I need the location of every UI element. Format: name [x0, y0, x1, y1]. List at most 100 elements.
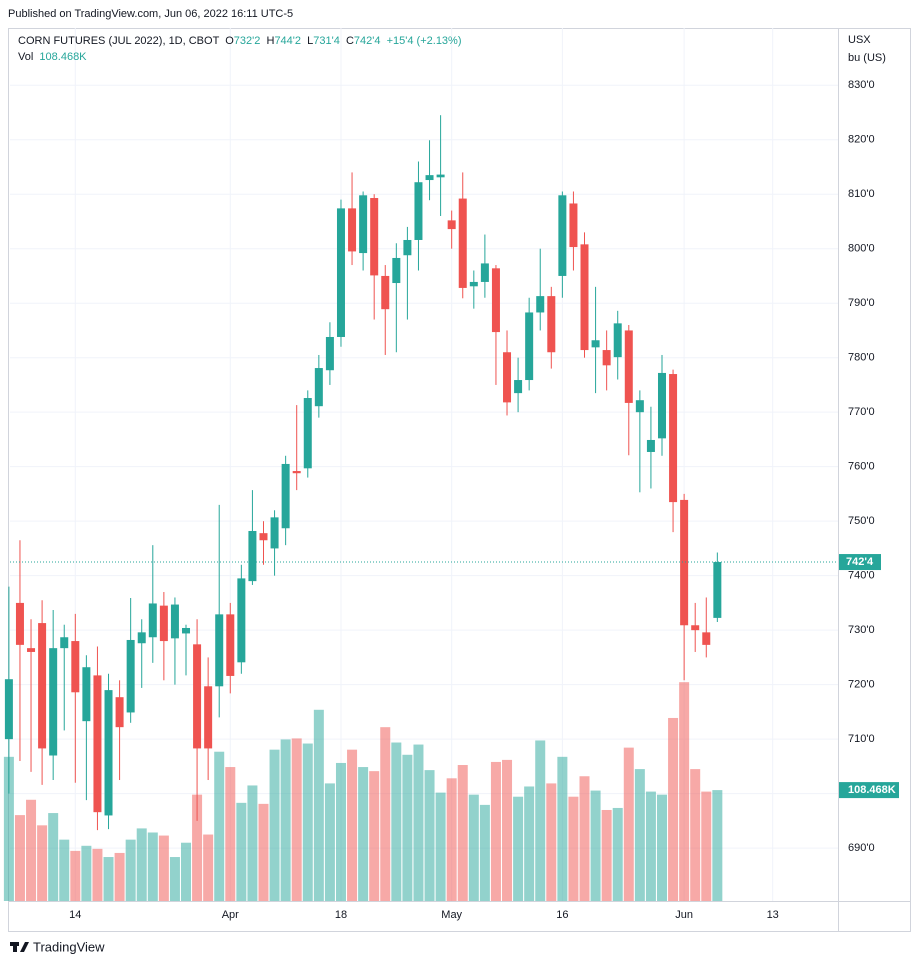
legend-line: CORN FUTURES (JUL 2022), 1D, CBOT O732'2…	[18, 35, 462, 47]
candle-body	[303, 398, 312, 469]
candle-body	[646, 439, 655, 452]
change: +15'4 (+2.13%)	[386, 35, 462, 47]
volume-bar	[579, 776, 590, 901]
last-price-badge	[839, 554, 881, 571]
y-tick-label: 740'0	[848, 570, 875, 582]
y-tick-label: 830'0	[848, 79, 875, 91]
candle-body	[38, 623, 47, 749]
ohlc-value: 742'4	[353, 35, 381, 47]
candle-body	[336, 208, 345, 337]
x-tick-label: 18	[335, 909, 347, 921]
volume-bar	[192, 794, 203, 901]
last-price-label: 742'4	[846, 556, 874, 568]
volume-bar	[369, 771, 380, 901]
candle-body	[613, 323, 622, 358]
y-tick-label: 790'0	[848, 297, 875, 309]
volume-bar	[402, 754, 413, 901]
ohlc-key: H	[266, 35, 275, 47]
candle-body	[348, 208, 357, 252]
candle-body	[491, 268, 500, 333]
ohlc-value: 731'4	[313, 35, 340, 47]
candle-body	[104, 690, 113, 816]
volume-bar	[158, 835, 169, 901]
volume-bar	[413, 744, 424, 901]
candle-body	[702, 632, 711, 645]
volume-bar	[169, 857, 180, 901]
y-tick-label: 810'0	[848, 188, 875, 200]
x-tick-label: 14	[69, 909, 81, 921]
volume-bar	[136, 828, 147, 901]
unit: bu (US)	[848, 52, 886, 64]
candle-body	[691, 625, 700, 631]
volume-bar	[468, 794, 479, 901]
candle-body	[624, 330, 633, 403]
y-tick-label: 750'0	[848, 515, 875, 527]
candle-body	[270, 517, 279, 549]
volume-bar	[513, 796, 524, 901]
candle-body	[182, 627, 191, 634]
ohlc-value: 732'2	[233, 35, 261, 47]
candle-body	[381, 275, 390, 310]
candle-body	[558, 195, 567, 276]
candle-body	[525, 312, 534, 381]
y-tick-label: 770'0	[848, 406, 875, 418]
candle-body	[27, 648, 36, 652]
candle-body	[436, 174, 445, 178]
volume-bar	[347, 749, 358, 901]
candle-body	[370, 198, 379, 276]
candle-body	[49, 648, 58, 756]
volume-bar	[601, 809, 612, 901]
candle-body	[547, 296, 556, 353]
candle-body	[281, 463, 290, 529]
candle-body	[635, 400, 644, 413]
volume-bar	[114, 852, 125, 901]
volume-bar	[181, 842, 192, 901]
candle-body	[713, 562, 722, 618]
volume-bar	[258, 803, 269, 901]
x-tick-label: 13	[767, 909, 779, 921]
candle-body	[137, 632, 146, 644]
volume-bar	[291, 738, 302, 901]
y-tick-label: 690'0	[848, 842, 875, 854]
candle-body	[392, 257, 401, 284]
candle-body	[60, 637, 69, 649]
candle-body	[159, 605, 168, 642]
volume-bar	[645, 791, 656, 901]
volume-bar	[81, 845, 92, 901]
volume-bar	[479, 804, 490, 901]
candle-body	[204, 686, 213, 749]
volume-bar	[380, 727, 391, 901]
volume-bar	[280, 739, 291, 901]
volume-bar	[701, 791, 712, 901]
volume-bar	[612, 807, 623, 901]
volume-bar	[634, 769, 645, 901]
brand: TradingView	[33, 939, 105, 954]
ohlc-key: O	[225, 35, 234, 47]
y-tick-label: 720'0	[848, 679, 875, 691]
candle-body	[71, 641, 80, 693]
volume-value: 108.468K	[39, 51, 87, 63]
candle-body	[126, 639, 135, 713]
volume-bars	[3, 682, 723, 901]
symbol: CORN FUTURES (JUL 2022), 1D, CBOT	[18, 35, 220, 47]
x-tick-label: Apr	[222, 909, 239, 921]
candle-body	[4, 679, 13, 740]
volume-bar	[568, 796, 579, 901]
candle-body	[325, 336, 334, 371]
candle-body	[292, 471, 301, 474]
volume-bar	[324, 783, 335, 901]
volume-bar	[225, 767, 236, 901]
candle-body	[425, 175, 434, 181]
volume-title: Vol	[18, 51, 34, 63]
brand-logo	[10, 942, 29, 952]
candle-body	[536, 296, 545, 313]
y-tick-label: 820'0	[848, 134, 875, 146]
volume-bar	[269, 749, 280, 901]
volume-bar	[679, 682, 690, 901]
candle-body	[669, 374, 678, 503]
volume-bar	[623, 747, 634, 901]
x-tick-label: May	[441, 909, 462, 921]
y-tick-label: 780'0	[848, 352, 875, 364]
volume-bar	[391, 742, 402, 901]
